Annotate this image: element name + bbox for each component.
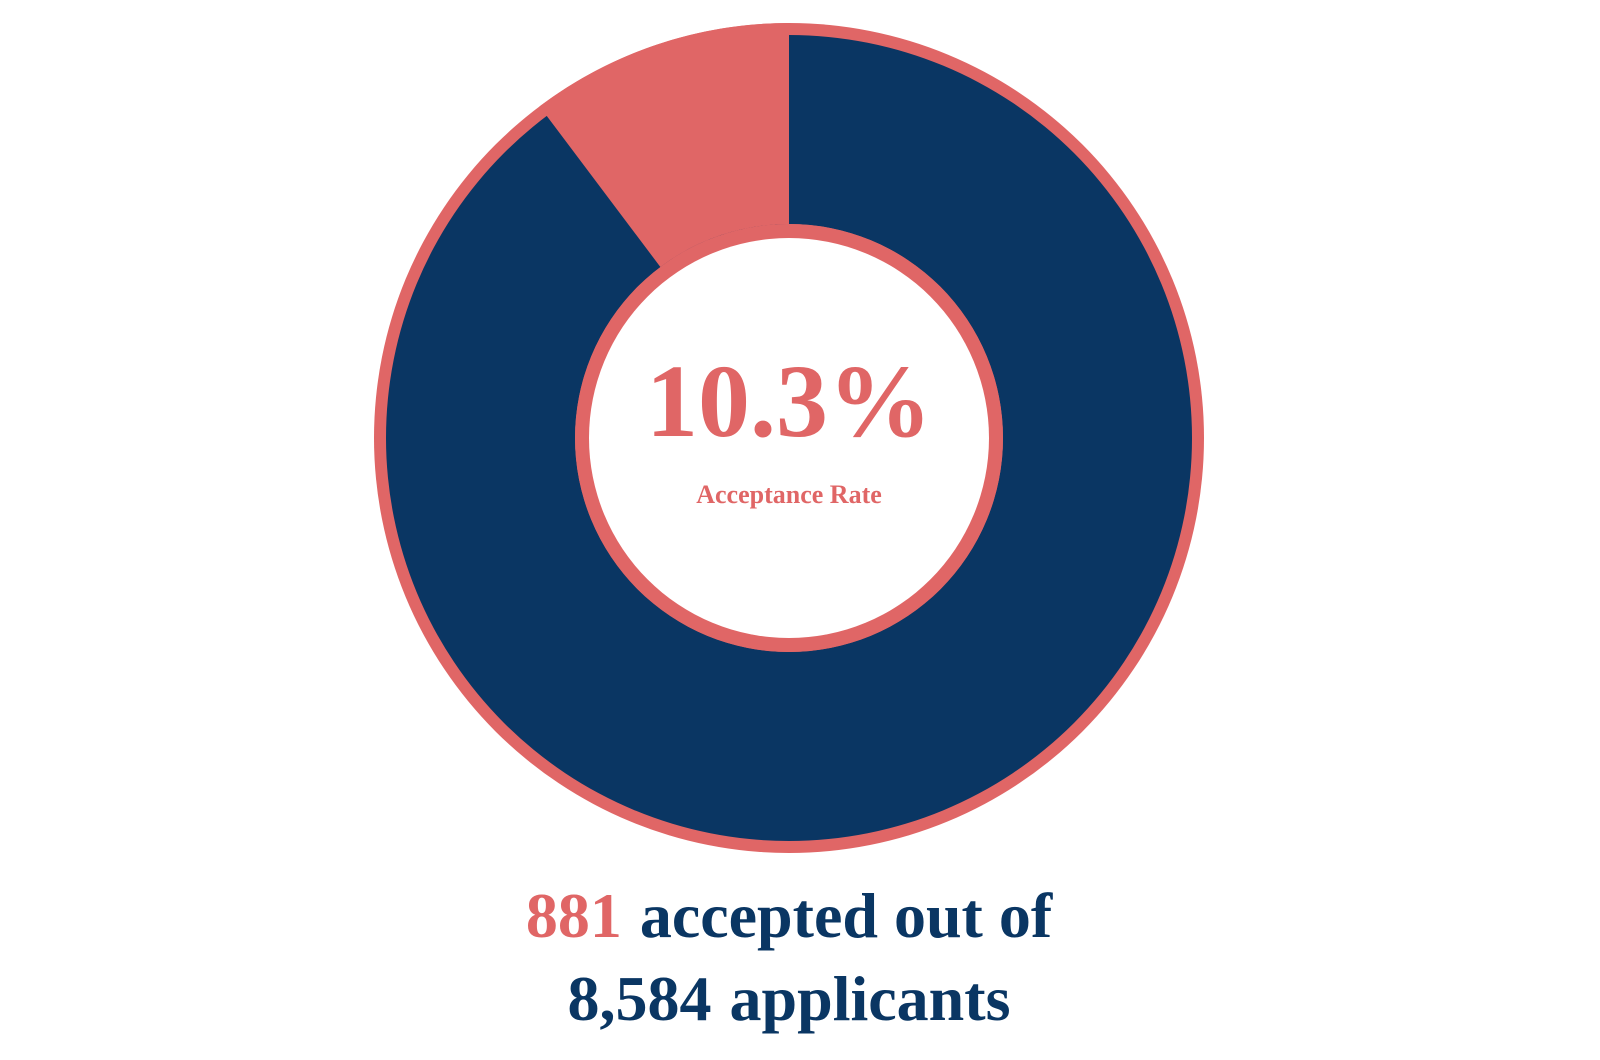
summary-line-2: 8,584 applicants [568,963,1011,1034]
center-value: 10.3% [646,344,932,459]
center-label: Acceptance Rate [696,480,882,509]
accepted-wedge [539,23,789,267]
center-hole [589,238,989,638]
applicants-ring [386,35,1192,841]
summary-line-1: 881 accepted out of [526,880,1053,951]
accepted-text: accepted out of [640,880,1053,951]
accepted-count: 881 [526,880,622,951]
applicants-count: 8,584 [568,963,712,1034]
applicants-text: applicants [730,963,1011,1034]
